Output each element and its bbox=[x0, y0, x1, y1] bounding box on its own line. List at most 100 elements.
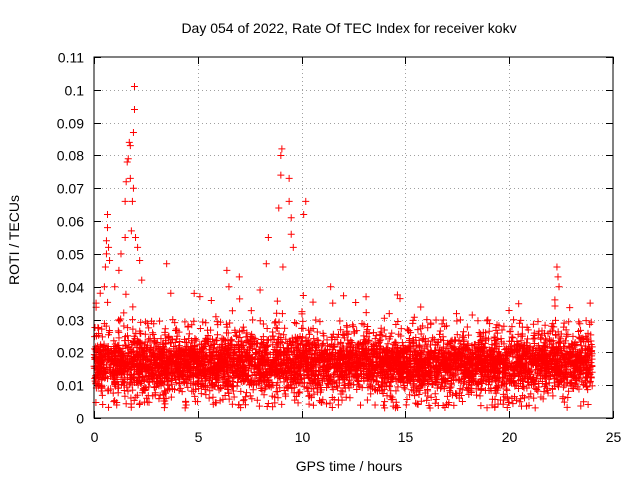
data-point bbox=[175, 349, 183, 357]
data-point bbox=[516, 356, 524, 364]
data-point bbox=[98, 325, 106, 333]
data-point bbox=[483, 404, 491, 412]
data-point bbox=[493, 351, 501, 359]
data-point bbox=[540, 339, 548, 347]
data-point bbox=[351, 367, 359, 375]
data-point bbox=[312, 344, 320, 352]
y-tick-label: 0.03 bbox=[57, 313, 84, 329]
data-point bbox=[334, 367, 342, 375]
data-point bbox=[367, 390, 375, 398]
data-point bbox=[150, 320, 158, 328]
data-point bbox=[413, 400, 421, 408]
data-point bbox=[256, 343, 264, 351]
data-point bbox=[445, 349, 453, 357]
data-point bbox=[544, 389, 552, 397]
data-point bbox=[171, 360, 179, 368]
data-point bbox=[460, 380, 468, 388]
data-point bbox=[338, 396, 346, 404]
data-point bbox=[409, 342, 417, 350]
data-point bbox=[381, 398, 389, 406]
data-point bbox=[318, 398, 326, 406]
data-point bbox=[453, 331, 461, 339]
data-point bbox=[468, 311, 476, 319]
data-point bbox=[409, 316, 417, 324]
data-point bbox=[370, 341, 378, 349]
data-point bbox=[421, 389, 429, 397]
data-point bbox=[400, 381, 408, 389]
data-point bbox=[274, 388, 282, 396]
data-point bbox=[587, 341, 595, 349]
data-point bbox=[493, 383, 501, 391]
data-point bbox=[439, 316, 447, 324]
data-point bbox=[377, 336, 385, 344]
data-point bbox=[184, 383, 192, 391]
data-point bbox=[264, 400, 272, 408]
data-point bbox=[283, 383, 291, 391]
data-point bbox=[320, 369, 328, 377]
data-point bbox=[473, 391, 481, 399]
data-point bbox=[483, 317, 491, 325]
data-point bbox=[310, 385, 318, 393]
data-point bbox=[282, 368, 290, 376]
data-point bbox=[165, 347, 173, 355]
data-point bbox=[226, 352, 234, 360]
data-point bbox=[162, 339, 170, 347]
data-point bbox=[274, 353, 282, 361]
data-point bbox=[196, 324, 204, 332]
data-point bbox=[466, 371, 474, 379]
data-point bbox=[104, 385, 112, 393]
y-tick-label: 0 bbox=[76, 411, 84, 427]
data-point bbox=[227, 344, 235, 352]
data-point bbox=[132, 352, 140, 360]
data-point bbox=[535, 327, 543, 335]
data-point bbox=[256, 317, 264, 325]
data-point bbox=[398, 375, 406, 383]
data-point bbox=[248, 340, 256, 348]
data-point bbox=[137, 379, 145, 387]
y-tick-label: 0.02 bbox=[57, 345, 84, 361]
data-point bbox=[415, 376, 423, 384]
data-point bbox=[207, 297, 215, 305]
data-point bbox=[458, 351, 466, 359]
data-point bbox=[276, 384, 284, 392]
data-point bbox=[274, 394, 282, 402]
data-point bbox=[560, 358, 568, 366]
data-point bbox=[200, 344, 208, 352]
data-point bbox=[463, 323, 471, 331]
data-point bbox=[118, 350, 126, 358]
data-point bbox=[533, 344, 541, 352]
data-point bbox=[575, 354, 583, 362]
data-point bbox=[555, 345, 563, 353]
data-point bbox=[242, 333, 250, 341]
data-point bbox=[584, 369, 592, 377]
data-point bbox=[262, 383, 270, 391]
data-point bbox=[480, 353, 488, 361]
data-point bbox=[576, 375, 584, 383]
data-point bbox=[353, 386, 361, 394]
data-point bbox=[423, 396, 431, 404]
y-axis-label: ROTI / TECUs bbox=[6, 195, 22, 285]
data-point bbox=[508, 323, 516, 331]
data-point bbox=[159, 378, 167, 386]
data-point bbox=[249, 316, 257, 324]
data-point bbox=[97, 371, 105, 379]
data-point bbox=[207, 355, 215, 363]
data-point bbox=[524, 378, 532, 386]
data-point bbox=[137, 318, 145, 326]
data-point bbox=[117, 315, 125, 323]
data-point bbox=[365, 337, 372, 345]
data-point bbox=[257, 384, 265, 392]
data-point bbox=[266, 350, 274, 358]
data-point bbox=[218, 334, 226, 342]
data-point bbox=[143, 348, 151, 356]
data-point bbox=[221, 345, 229, 353]
data-point bbox=[498, 326, 506, 334]
data-point bbox=[272, 369, 280, 377]
data-point bbox=[343, 323, 351, 331]
data-point bbox=[515, 319, 523, 327]
data-point bbox=[485, 346, 493, 354]
data-point bbox=[463, 367, 471, 375]
data-point bbox=[442, 365, 450, 373]
data-point bbox=[576, 320, 584, 328]
data-point bbox=[388, 350, 396, 358]
